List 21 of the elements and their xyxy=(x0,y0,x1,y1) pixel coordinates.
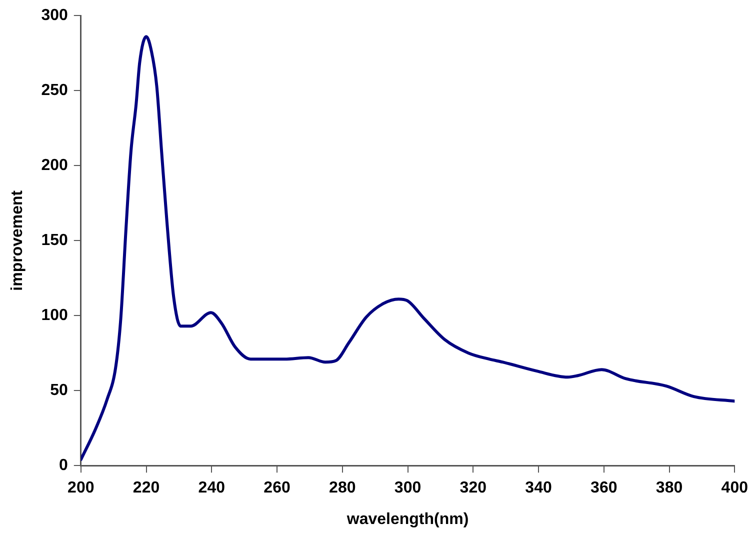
y-tick-label: 200 xyxy=(41,157,68,174)
x-tick-label: 260 xyxy=(264,480,290,497)
x-tick-label: 340 xyxy=(525,480,552,497)
x-axis-title: wavelength(nm) xyxy=(346,510,469,528)
y-tick-label: 250 xyxy=(41,82,68,100)
x-tick-label: 240 xyxy=(198,480,226,497)
x-tick-label: 300 xyxy=(394,480,422,497)
x-tick-label: 360 xyxy=(590,480,618,497)
x-tick-label: 220 xyxy=(132,480,160,497)
x-tick-label: 320 xyxy=(460,480,487,497)
x-tick-label: 380 xyxy=(656,480,683,497)
x-tick-label: 280 xyxy=(329,480,356,497)
y-tick-label: 50 xyxy=(50,382,68,400)
y-tick-label: 0 xyxy=(58,457,68,474)
line-series xyxy=(80,35,735,462)
x-tick-label: 200 xyxy=(68,480,94,497)
y-tick-label: 150 xyxy=(41,232,68,250)
y-axis-title: improvement xyxy=(9,190,26,291)
y-tick-label: 300 xyxy=(41,7,68,24)
y-tick-label: 100 xyxy=(41,307,68,324)
x-tick-label: 400 xyxy=(721,480,748,497)
